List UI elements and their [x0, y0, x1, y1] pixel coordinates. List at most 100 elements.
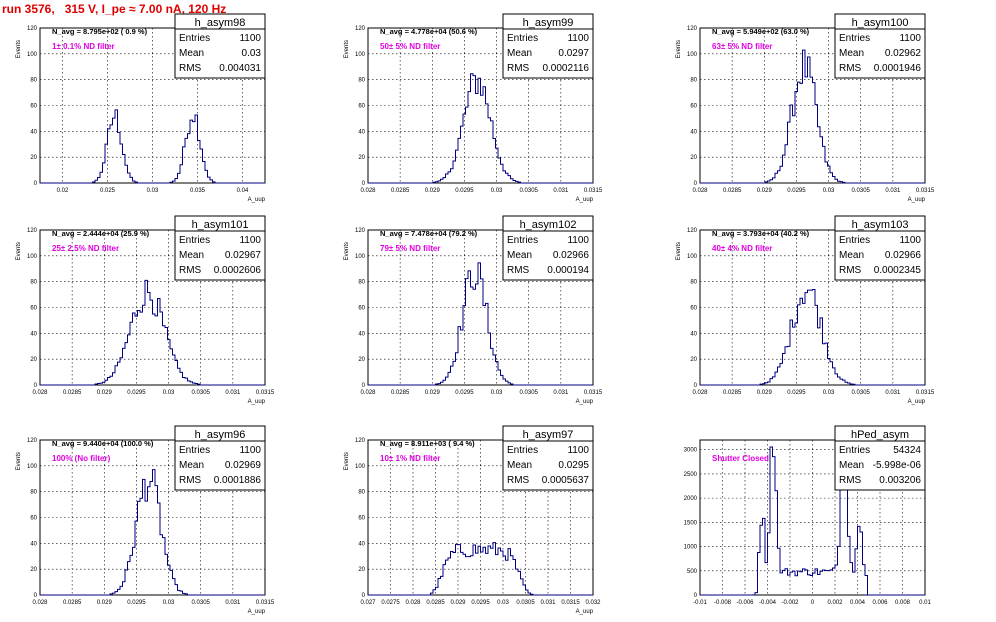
stats-label: Mean	[507, 460, 532, 471]
stats-label: Mean	[179, 460, 204, 471]
y-tick-label: 120	[27, 228, 38, 234]
x-tick-label: 0.006	[872, 600, 888, 606]
x-tick-label: 0.0285	[723, 390, 742, 396]
histogram-name: hPed_asym	[851, 429, 909, 441]
y-tick-label: 20	[358, 357, 365, 363]
y-axis-label: Events	[16, 452, 22, 470]
y-tick-label: 100	[355, 464, 366, 470]
x-tick-label: 0.0295	[787, 390, 806, 396]
stats-label: Entries	[179, 445, 210, 456]
y-axis-label: Events	[16, 40, 22, 58]
x-tick-label: 0.029	[757, 188, 773, 194]
stats-value: 0.02966	[885, 250, 922, 261]
x-tick-label: 0.032	[585, 600, 601, 606]
x-tick-label: 0.0295	[127, 390, 146, 396]
x-tick-label: 0.035	[190, 188, 206, 194]
stats-label: RMS	[507, 63, 530, 74]
y-tick-label: 80	[30, 490, 37, 496]
histogram-series	[700, 288, 925, 386]
histogram-panel: 0.02 0.025 0.03 0.035 0.04 0 20 40 60 80 100 120 Eve…	[16, 13, 266, 203]
y-tick-label: 60	[30, 306, 37, 312]
stats-box	[502, 215, 594, 281]
x-tick-label: 0.031	[885, 390, 901, 396]
y-axis-label: Events	[676, 40, 682, 58]
x-tick-label: 0.03	[497, 600, 509, 606]
navg-label: N_avg = 7.478e+04 (79.2 %)	[380, 229, 478, 238]
stats-value: 1100	[567, 445, 589, 456]
x-tick-label: 0.0285	[63, 600, 82, 606]
y-axis-label: Events	[344, 40, 350, 58]
x-tick-label: 0.03	[163, 600, 175, 606]
x-tick-label: 0.0295	[127, 600, 146, 606]
navg-label: N_avg = 2.444e+04 (25.9 %)	[52, 229, 150, 238]
y-tick-label: 120	[27, 26, 38, 32]
x-tick-label: 0.03	[163, 390, 175, 396]
y-tick-label: 100	[27, 52, 38, 58]
x-tick-label: 0.029	[757, 390, 773, 396]
stats-label: RMS	[507, 265, 530, 276]
stats-label: Mean	[839, 250, 864, 261]
x-tick-label: 0.0295	[787, 188, 806, 194]
y-tick-label: 1000	[684, 545, 698, 551]
x-tick-label: 0.028	[360, 188, 376, 194]
x-axis-label: A_uup	[576, 609, 594, 615]
y-tick-label: 20	[30, 155, 37, 161]
y-tick-label: 40	[30, 129, 37, 135]
y-tick-label: 0	[694, 181, 698, 187]
stats-value: 1100	[239, 235, 261, 246]
x-axis-label: A_uup	[576, 197, 594, 203]
y-tick-label: 0	[694, 593, 698, 599]
stats-label: RMS	[839, 63, 862, 74]
y-tick-label: 100	[687, 52, 698, 58]
x-tick-label: 0.0295	[455, 390, 474, 396]
y-tick-label: 20	[30, 567, 37, 573]
filter-label: 1± 0.1% ND filter	[52, 42, 115, 51]
y-tick-label: 120	[355, 438, 366, 444]
y-axis-label: Events	[344, 452, 350, 470]
x-tick-label: 0.028	[360, 390, 376, 396]
y-tick-label: 0	[362, 181, 366, 187]
y-tick-label: 100	[27, 254, 38, 260]
y-tick-label: 20	[358, 155, 365, 161]
stats-value: 0.0002345	[874, 265, 922, 276]
histogram-name: h_asym97	[523, 429, 574, 441]
x-tick-label: 0.03	[147, 188, 159, 194]
y-tick-label: 60	[358, 516, 365, 522]
y-tick-label: 100	[355, 254, 366, 260]
histogram-name: h_asym99	[523, 17, 574, 29]
x-tick-label: 0.029	[450, 600, 466, 606]
y-tick-label: 60	[358, 104, 365, 110]
stats-label: Entries	[839, 33, 870, 44]
filter-label: 40± 4% ND filter	[712, 244, 772, 253]
x-tick-label: 0.03	[823, 188, 835, 194]
stats-label: Mean	[839, 460, 864, 471]
x-tick-label: 0.03	[491, 188, 503, 194]
histogram-series	[368, 262, 593, 386]
histogram-name: h_asym96	[195, 429, 246, 441]
y-tick-label: 2000	[684, 496, 698, 502]
stats-label: Entries	[839, 235, 870, 246]
histogram-series	[700, 446, 925, 596]
x-tick-label: 0.0305	[516, 600, 535, 606]
histogram-panel: 0.028 0.0285 0.029 0.0295 0.03 0.0305 0.031 0.0…	[344, 215, 603, 405]
y-tick-label: 80	[358, 78, 365, 84]
filter-label: 25± 2.5% ND filter	[52, 244, 119, 253]
filter-label: 50± 5% ND filter	[380, 42, 440, 51]
y-tick-label: 20	[690, 155, 697, 161]
x-tick-label: 0.0285	[391, 188, 410, 194]
y-axis-label: Events	[676, 242, 682, 260]
x-tick-label: -0.004	[759, 600, 777, 606]
x-tick-label: 0.03	[491, 390, 503, 396]
x-tick-label: 0.029	[425, 390, 441, 396]
x-tick-label: 0.028	[405, 600, 421, 606]
navg-label: N_avg = 5.949e+02 (63.0 %)	[712, 27, 810, 36]
filter-label: 10± 1% ND filter	[380, 454, 440, 463]
x-tick-label: -0.002	[781, 600, 799, 606]
stats-box	[174, 215, 266, 281]
y-tick-label: 40	[30, 541, 37, 547]
y-tick-label: 0	[694, 383, 698, 389]
y-tick-label: 100	[355, 52, 366, 58]
y-tick-label: 120	[27, 438, 38, 444]
x-tick-label: 0.004	[850, 600, 866, 606]
